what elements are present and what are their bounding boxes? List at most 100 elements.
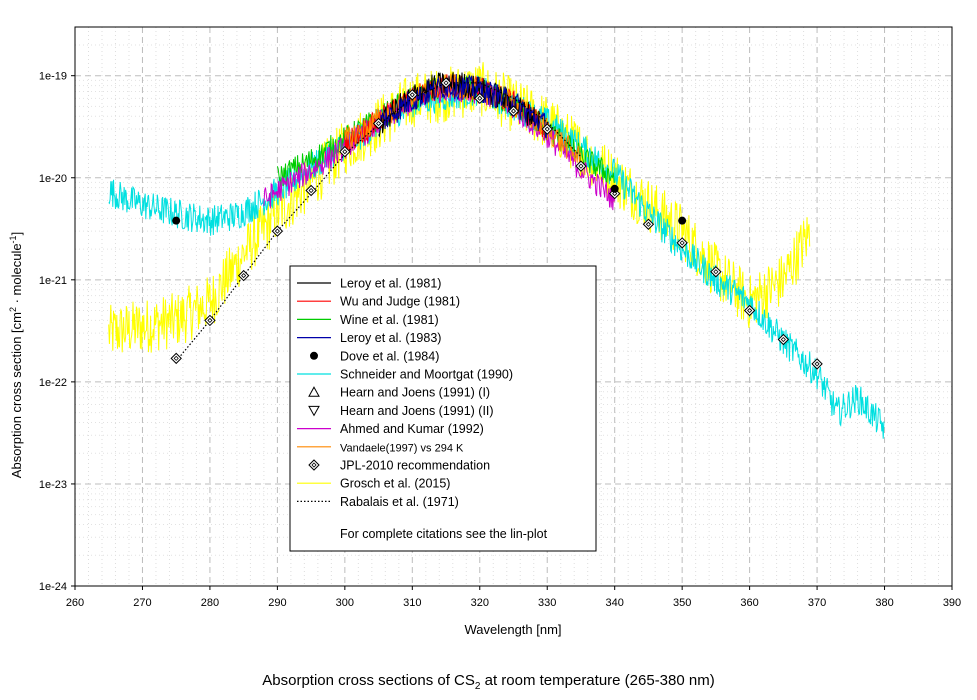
y-axis-label: Absorption cross section [cm2 · molecule… — [8, 232, 24, 478]
jpl-2010-marker-inner — [376, 120, 382, 127]
legend-label: Rabalais et al. (1971) — [340, 495, 459, 509]
legend-label: Dove et al. (1984) — [340, 349, 439, 363]
legend-item-leroy-et-al-1983: Leroy et al. (1983) — [297, 331, 441, 345]
jpl-2010-marker — [339, 145, 351, 158]
legend-item-ahmed-and-kumar-1992: Ahmed and Kumar (1992) — [297, 422, 484, 436]
x-tick-label: 270 — [133, 597, 151, 609]
y-tick-label: 1e-23 — [39, 479, 67, 491]
jpl-2010-marker — [541, 123, 553, 135]
jpl-2010-marker — [710, 266, 722, 278]
dove-1984-marker — [172, 216, 181, 225]
jpl-2010-marker-inner — [544, 126, 550, 132]
jpl-2010-marker — [170, 352, 182, 365]
legend-swatch-inner — [311, 462, 317, 468]
legend-label: Leroy et al. (1983) — [340, 331, 441, 345]
x-tick-label: 390 — [943, 597, 961, 609]
jpl-2010-marker-inner — [409, 92, 415, 98]
legend-swatch — [308, 459, 320, 471]
series-leroy-et-al-1983 — [378, 73, 548, 139]
y-axis: 1e-24 1e-23 1e-22 1e-21 1e-20 1e-19 — [39, 71, 75, 593]
legend-label: Hearn and Joens (1991) (I) — [340, 386, 490, 400]
jpl-2010-marker — [642, 218, 655, 230]
jpl-2010-marker-inner — [477, 95, 483, 101]
jpl-2010-marker-inner — [612, 191, 618, 197]
chart-title: Absorption cross sections of CS2 at room… — [262, 672, 715, 692]
jpl-2010-marker-inner — [645, 221, 651, 227]
x-tick-label: 280 — [201, 597, 219, 609]
x-tick-label: 370 — [808, 597, 826, 609]
legend-swatch — [308, 386, 320, 397]
jpl-2010-marker — [575, 160, 587, 172]
jpl-2010-marker-inner — [342, 149, 348, 155]
jpl-2010-marker-inner — [274, 228, 280, 234]
legend-label: Wine et al. (1981) — [340, 313, 439, 327]
jpl-2010-marker-inner — [308, 187, 314, 194]
x-tick-label: 330 — [538, 597, 556, 609]
legend-item-hearn-and-joens-1991-ii: Hearn and Joens (1991) (II) — [308, 404, 494, 418]
jpl-2010-marker-inner — [747, 307, 753, 314]
legend-label: Hearn and Joens (1991) (II) — [340, 404, 494, 418]
jpl-2010-marker-inner — [207, 317, 213, 323]
series-ahmed-and-kumar-1992 — [263, 76, 615, 211]
jpl-2010-marker — [237, 269, 250, 282]
y-tick-label: 1e-20 — [39, 173, 67, 185]
jpl-2010-marker — [305, 184, 317, 197]
x-tick-label: 360 — [740, 597, 758, 609]
x-axis-label: Wavelength [nm] — [464, 622, 561, 637]
x-tick-label: 350 — [673, 597, 691, 609]
jpl-2010-marker-inner — [173, 355, 179, 361]
jpl-2010-marker-inner — [679, 240, 685, 246]
jpl-2010-marker — [777, 333, 790, 346]
jpl-2010-marker-inner — [510, 108, 517, 114]
legend-swatch — [308, 405, 320, 417]
jpl-2010-marker — [811, 358, 823, 370]
x-tick-label: 290 — [268, 597, 286, 609]
jpl-2010-marker — [474, 92, 486, 105]
legend-item-wu-and-judge-1981: Wu and Judge (1981) — [297, 295, 460, 309]
x-tick-label: 260 — [66, 597, 84, 609]
jpl-2010-marker-inner — [713, 269, 719, 275]
legend-note: For complete citations see the lin-plot — [340, 527, 548, 541]
x-tick-label: 310 — [403, 597, 421, 609]
dove-1984-marker — [678, 216, 687, 225]
jpl-2010-marker-inner — [780, 336, 786, 343]
legend-label: Grosch et al. (2015) — [340, 477, 450, 491]
series-layer — [108, 62, 885, 439]
jpl-2010-marker — [372, 117, 385, 130]
jpl-2010-marker — [743, 304, 756, 317]
jpl-2010-marker — [204, 314, 216, 327]
legend-item-leroy-et-al-1981: Leroy et al. (1981) — [297, 277, 441, 291]
x-tick-label: 340 — [606, 597, 624, 609]
jpl-2010-marker — [440, 77, 452, 89]
y-tick-label: 1e-21 — [39, 275, 67, 287]
jpl-2010-marker — [406, 89, 419, 101]
legend-label: Wu and Judge (1981) — [340, 295, 460, 309]
plot-frame — [74, 26, 953, 587]
legend-item-rabalais-et-al-1971: Rabalais et al. (1971) — [297, 495, 459, 509]
dove-1984-marker — [610, 184, 619, 193]
legend-item-jpl-2010-recommendation: JPL-2010 recommendation — [308, 459, 490, 473]
y-tick-label: 1e-19 — [39, 71, 67, 83]
x-tick-label: 320 — [471, 597, 489, 609]
jpl-2010-marker-inner — [443, 80, 449, 86]
jpl-2010-marker-inner — [241, 273, 247, 279]
legend-item-grosch-et-al-2015: Grosch et al. (2015) — [297, 477, 450, 491]
legend-item-hearn-and-joens-1991-i: Hearn and Joens (1991) (I) — [308, 386, 490, 400]
legend-label: Vandaele(1997) vs 294 K — [340, 442, 464, 454]
legend-box — [289, 265, 597, 552]
y-tick-label: 1e-22 — [39, 377, 67, 389]
x-axis: 260 270 280 290 300 310 320 330 340 350 360 370 380 3… — [66, 586, 961, 609]
jpl-2010-marker-inner — [814, 361, 820, 367]
legend-label: JPL-2010 recommendation — [340, 459, 490, 473]
legend-swatch — [310, 351, 318, 360]
jpl-2010-marker-inner — [578, 163, 584, 169]
jpl-2010-marker — [271, 225, 284, 237]
legend-item-vandaele-1997-vs-294-k: Vandaele(1997) vs 294 K — [297, 442, 464, 454]
legend-label: Schneider and Moortgat (1990) — [340, 368, 513, 382]
legend-item-dove-et-al-1984: Dove et al. (1984) — [310, 349, 439, 363]
legend-label: Leroy et al. (1981) — [340, 277, 441, 291]
x-tick-label: 380 — [875, 597, 893, 609]
legend-label: Ahmed and Kumar (1992) — [340, 422, 484, 436]
x-tick-label: 300 — [336, 597, 354, 609]
